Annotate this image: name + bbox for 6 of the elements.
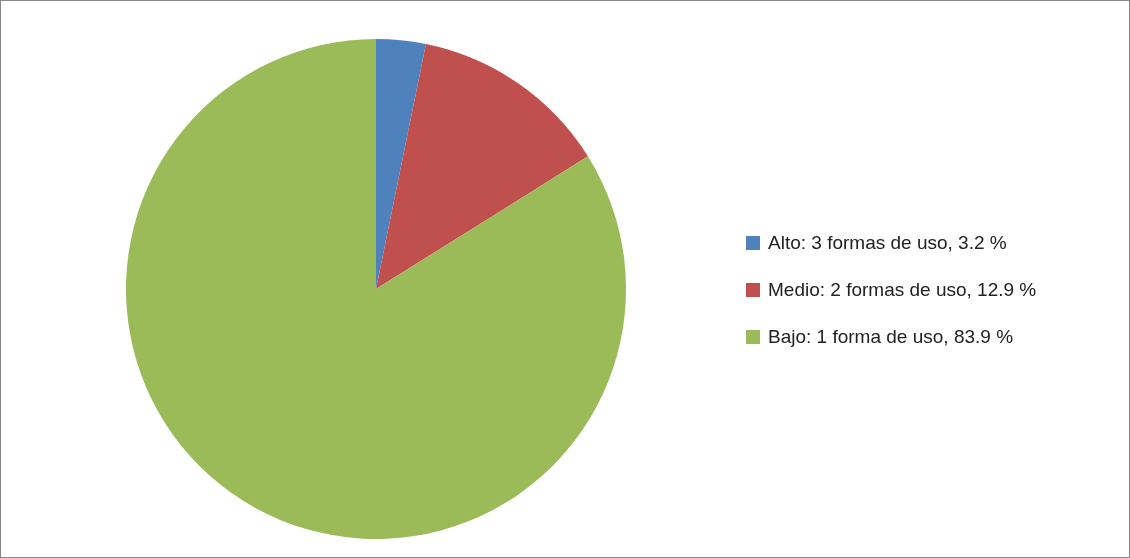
pie-slice — [376, 39, 426, 289]
legend-label: Medio: 2 formas de uso, 12.9 % — [768, 278, 1037, 301]
legend-label: Bajo: 1 forma de uso, 83.9 % — [768, 325, 1014, 348]
pie-slice — [376, 44, 588, 289]
pie-slice — [126, 39, 626, 539]
legend-label: Alto: 3 formas de uso, 3.2 % — [768, 231, 1007, 254]
